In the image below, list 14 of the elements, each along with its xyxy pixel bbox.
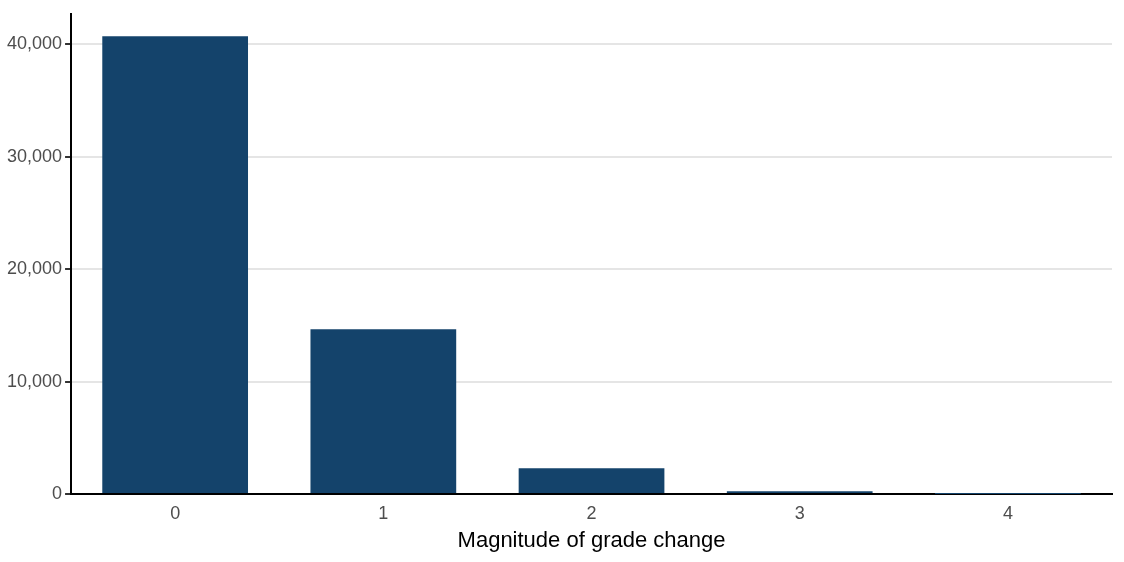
y-tick-label: 20,000	[6, 258, 63, 279]
x-tick-label: 1	[378, 502, 389, 523]
y-tick-label: 30,000	[6, 145, 63, 166]
x-axis-title: Magnitude of grade change	[457, 526, 726, 552]
y-tick-label: 10,000	[6, 370, 63, 391]
bar	[310, 329, 457, 493]
x-tick-label: 4	[1002, 502, 1013, 523]
x-tick-label: 0	[170, 502, 181, 523]
x-tick-label: 2	[586, 502, 597, 523]
x-tick-label: 3	[794, 502, 805, 523]
y-tick-label: 0	[52, 482, 63, 503]
y-tick-label: 40,000	[6, 33, 63, 54]
bar	[518, 468, 665, 493]
bar	[102, 36, 249, 493]
